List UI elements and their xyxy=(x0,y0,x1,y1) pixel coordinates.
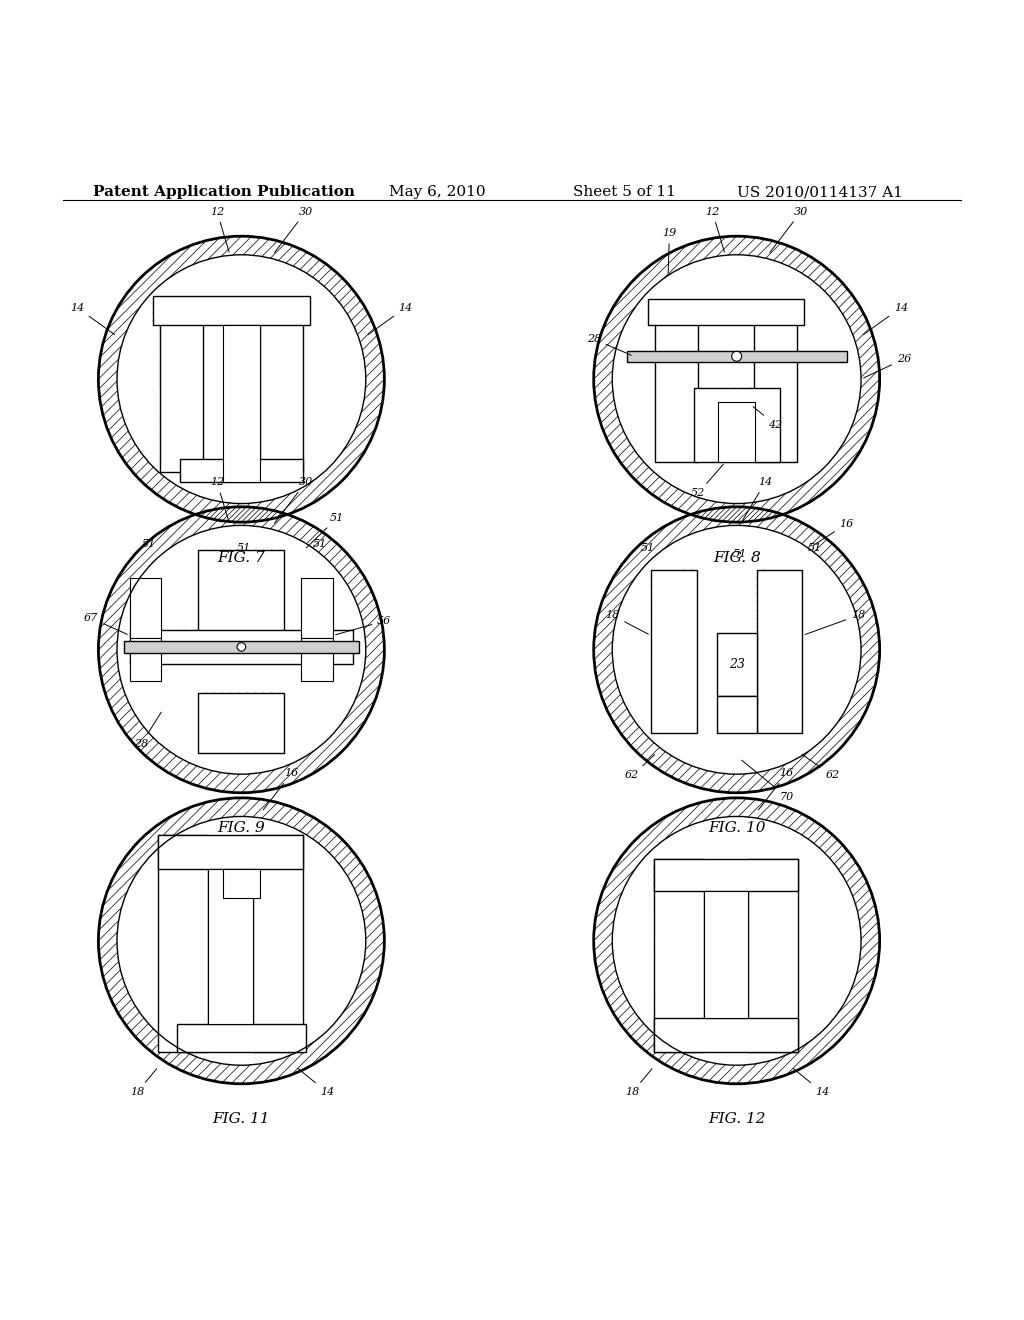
Bar xyxy=(124,642,358,652)
Text: FIG. 7: FIG. 7 xyxy=(217,550,265,565)
Circle shape xyxy=(612,525,861,774)
Bar xyxy=(177,1024,306,1052)
Circle shape xyxy=(117,817,366,1065)
Bar xyxy=(718,403,756,462)
Text: FIG. 11: FIG. 11 xyxy=(213,1113,270,1126)
Text: 26: 26 xyxy=(863,354,911,378)
Bar xyxy=(260,304,303,473)
Text: 16: 16 xyxy=(759,768,794,810)
Circle shape xyxy=(117,255,366,503)
Text: 56: 56 xyxy=(336,616,391,635)
Circle shape xyxy=(117,255,366,503)
Text: 51: 51 xyxy=(306,513,344,548)
Text: FIG. 12: FIG. 12 xyxy=(708,1113,765,1126)
Text: 30: 30 xyxy=(274,207,312,252)
Text: 14: 14 xyxy=(368,302,413,335)
Bar xyxy=(653,859,798,891)
Text: Patent Application Publication: Patent Application Publication xyxy=(93,185,355,199)
Bar xyxy=(717,632,757,696)
Text: 18: 18 xyxy=(625,1069,652,1097)
Text: 30: 30 xyxy=(770,207,808,252)
Text: May 6, 2010: May 6, 2010 xyxy=(389,185,486,199)
Bar xyxy=(180,459,303,482)
Text: 62: 62 xyxy=(802,754,840,780)
Bar xyxy=(159,836,209,1052)
Circle shape xyxy=(612,255,861,503)
Text: 62: 62 xyxy=(625,755,654,780)
Bar xyxy=(754,308,797,462)
Text: 14: 14 xyxy=(863,302,908,335)
Text: FIG. 9: FIG. 9 xyxy=(217,821,265,836)
Text: 51: 51 xyxy=(238,543,251,553)
Bar xyxy=(223,325,260,482)
Circle shape xyxy=(612,817,861,1065)
Bar xyxy=(703,891,749,1018)
Bar xyxy=(653,1018,798,1052)
Circle shape xyxy=(117,817,366,1065)
Text: 51: 51 xyxy=(808,543,822,553)
Bar xyxy=(160,304,203,473)
Bar xyxy=(749,859,798,1052)
Text: Sheet 5 of 11: Sheet 5 of 11 xyxy=(573,185,676,199)
Text: 28: 28 xyxy=(587,334,631,355)
Bar xyxy=(209,870,253,1024)
Text: US 2010/0114137 A1: US 2010/0114137 A1 xyxy=(736,185,902,199)
Circle shape xyxy=(238,643,246,651)
Text: 42: 42 xyxy=(753,407,782,430)
Bar xyxy=(301,578,333,639)
Circle shape xyxy=(612,525,861,774)
Circle shape xyxy=(117,525,366,774)
Bar xyxy=(757,570,803,733)
Text: 18: 18 xyxy=(130,1069,157,1097)
Bar xyxy=(199,549,285,632)
Text: 12: 12 xyxy=(210,478,229,523)
Text: 16: 16 xyxy=(813,519,854,545)
Bar xyxy=(655,308,698,462)
Bar xyxy=(159,836,303,870)
Text: 14: 14 xyxy=(794,1068,829,1097)
Text: 51: 51 xyxy=(313,539,327,549)
Text: 51: 51 xyxy=(641,543,655,553)
Text: 19: 19 xyxy=(663,228,677,273)
Circle shape xyxy=(732,351,741,362)
Text: 28: 28 xyxy=(134,713,161,748)
Bar xyxy=(651,570,696,733)
Text: 30: 30 xyxy=(274,478,312,523)
Text: FIG. 10: FIG. 10 xyxy=(708,821,765,836)
Bar xyxy=(301,639,333,681)
Text: 14: 14 xyxy=(70,302,115,335)
Bar xyxy=(199,693,285,752)
Bar xyxy=(130,578,162,639)
Bar xyxy=(130,639,162,681)
Text: 16: 16 xyxy=(263,768,299,810)
Bar xyxy=(653,859,703,1052)
Bar xyxy=(717,696,757,733)
Text: 18: 18 xyxy=(805,610,865,635)
Text: 52: 52 xyxy=(691,465,723,499)
Bar xyxy=(253,836,303,1052)
Text: 14: 14 xyxy=(741,478,772,523)
Text: 70: 70 xyxy=(741,760,794,803)
Bar xyxy=(627,351,847,362)
Text: 14: 14 xyxy=(298,1068,334,1097)
Text: 18: 18 xyxy=(605,610,648,634)
Circle shape xyxy=(612,255,861,503)
Text: 67: 67 xyxy=(84,614,127,635)
Bar xyxy=(694,388,779,462)
Bar xyxy=(223,870,260,898)
Circle shape xyxy=(117,525,366,774)
Text: 12: 12 xyxy=(706,207,724,252)
Text: 51: 51 xyxy=(732,549,746,558)
Text: 12: 12 xyxy=(210,207,229,252)
Text: 23: 23 xyxy=(729,657,744,671)
Circle shape xyxy=(612,817,861,1065)
Bar xyxy=(648,300,804,325)
Text: 51: 51 xyxy=(141,539,156,549)
Bar xyxy=(153,296,310,325)
Bar xyxy=(130,630,353,664)
Text: FIG. 8: FIG. 8 xyxy=(713,550,761,565)
